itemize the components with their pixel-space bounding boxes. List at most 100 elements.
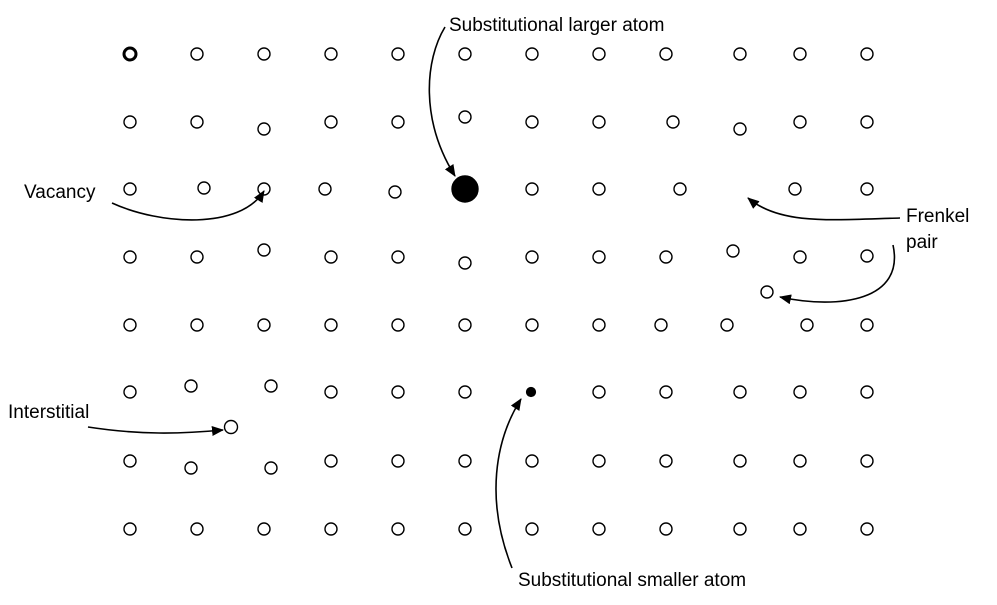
lattice-atom [788,182,802,196]
arrow-vacancy [111,190,265,221]
lattice-atom [525,115,539,129]
arrow-frenkel-vacancy [747,197,901,221]
lattice-atom [190,250,204,264]
lattice-atom [391,522,405,536]
lattice-atom [733,522,747,536]
lattice-atom [264,379,278,393]
lattice-atom [733,122,747,136]
lattice-atom [324,318,338,332]
lattice-atom [860,454,874,468]
lattice-atom [257,522,271,536]
lattice-atom [793,47,807,61]
lattice-atom [592,385,606,399]
lattice-atom [324,250,338,264]
lattice-atom [525,318,539,332]
arrow-substitutional-larger [428,26,456,177]
lattice-atom [391,47,405,61]
lattice-atom [184,461,198,475]
lattice-atom [458,110,472,124]
label-substitutional-smaller-atom: Substitutional smaller atom [518,570,747,591]
lattice-atom [525,522,539,536]
lattice-atom [123,454,137,468]
label-frenkel-line2: pair [906,232,938,253]
lattice-atom [525,47,539,61]
lattice-atom [525,454,539,468]
lattice-atom [391,250,405,264]
lattice-atom [257,47,271,61]
lattice-atoms [122,46,874,536]
lattice-atom [720,318,734,332]
substitutional-larger-atom [451,175,479,203]
lattice-atom [860,318,874,332]
lattice-atom [733,385,747,399]
lattice-atom [860,115,874,129]
lattice-atom [793,454,807,468]
lattice-atom [324,115,338,129]
lattice-atom [123,318,137,332]
lattice-atom [391,318,405,332]
annotation-arrows [87,26,901,569]
frenkel-interstitial-atom [760,285,774,299]
lattice-atom [391,385,405,399]
lattice-atom [458,318,472,332]
lattice-atom [793,385,807,399]
lattice-atom [264,461,278,475]
lattice-atom [592,454,606,468]
label-vacancy: Vacancy [24,182,96,203]
lattice-atom [123,115,137,129]
label-interstitial: Interstitial [8,402,90,423]
lattice-atom [659,250,673,264]
lattice-atom [123,522,137,536]
arrow-frenkel-interstitial [779,244,896,305]
label-frenkel-pair: Frenkel pair [906,204,969,256]
lattice-atom [659,47,673,61]
lattice-atom [733,47,747,61]
lattice-atom [190,522,204,536]
lattice-atom [592,522,606,536]
lattice-atom [666,115,680,129]
lattice-atom [659,522,673,536]
lattice-atom [673,182,687,196]
lattice-atom [860,182,874,196]
interstitial-atom [223,419,239,435]
lattice-atom [793,522,807,536]
lattice-atom [257,318,271,332]
lattice-atom [733,454,747,468]
lattice-atom [190,115,204,129]
lattice-atom [793,115,807,129]
lattice-atom [391,115,405,129]
lattice-atom [197,181,211,195]
lattice-atom [318,182,332,196]
lattice-atom [592,250,606,264]
lattice-atom [391,454,405,468]
lattice-atom [592,47,606,61]
lattice-atom [458,47,472,61]
lattice-atom [458,454,472,468]
lattice-atom [123,385,137,399]
arrow-substitutional-smaller [495,398,522,569]
label-frenkel-line1: Frenkel [906,206,970,227]
lattice-atom [184,379,198,393]
lattice-atom [458,256,472,270]
lattice-atom [458,522,472,536]
substitutional-smaller-atom [525,386,537,398]
lattice-atom [257,122,271,136]
lattice-atom [860,47,874,61]
lattice-atom [458,385,472,399]
lattice-atom [324,522,338,536]
lattice-atom [659,385,673,399]
lattice-atom [659,454,673,468]
lattice-atom [123,182,137,196]
lattice-atom [122,46,138,62]
arrow-interstitial [87,426,224,436]
lattice-atom [190,47,204,61]
lattice-atom [592,182,606,196]
lattice-atom [592,115,606,129]
lattice-atom [190,318,204,332]
lattice-atom [324,454,338,468]
lattice-atom [654,318,668,332]
lattice-atom [800,318,814,332]
lattice-atom [388,185,402,199]
